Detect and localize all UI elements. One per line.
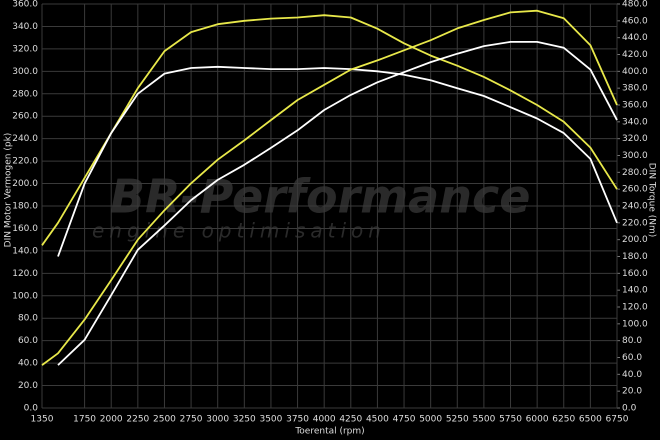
y-tick-label: 220.0 <box>12 157 38 167</box>
y2-tick-label: 200.0 <box>622 235 648 245</box>
series-line <box>41 9 618 366</box>
y2-tick-label: 140.0 <box>622 286 648 296</box>
y2-tick-label: 0.0 <box>622 404 637 414</box>
y-tick-label: 100.0 <box>12 291 38 301</box>
y2-tick-label: 160.0 <box>622 269 648 279</box>
x-tick-label: 4500 <box>366 415 389 425</box>
y-tick-label: 60.0 <box>18 336 38 346</box>
x-tick-label: 6750 <box>606 415 629 425</box>
y2-tick-label: 240.0 <box>622 202 648 212</box>
y2-tick-label: 360.0 <box>622 101 648 111</box>
x-tick-label: 4750 <box>393 415 416 425</box>
y2-tick-label: 80.0 <box>622 336 642 346</box>
x-tick-label: 5500 <box>472 415 495 425</box>
watermark-title: BR-Performance <box>110 170 530 224</box>
watermark-subtitle: engine optimisation <box>92 219 386 243</box>
y2-tick-label: 180.0 <box>622 252 648 262</box>
y2-tick-label: 440.0 <box>622 33 648 43</box>
x-axis-label: Toerental (rpm) <box>294 427 364 437</box>
series-line <box>57 41 618 366</box>
x-tick-label: 5750 <box>499 415 522 425</box>
y-tick-label: 280.0 <box>12 89 38 99</box>
series-line <box>41 14 618 246</box>
series-line <box>57 65 618 257</box>
x-tick-label: 6000 <box>526 415 549 425</box>
x-tick-label: 3000 <box>206 415 229 425</box>
y2-tick-label: 260.0 <box>622 185 648 195</box>
y-tick-label: 200.0 <box>12 179 38 189</box>
y-tick-label: 320.0 <box>12 44 38 54</box>
y2-tick-label: 220.0 <box>622 218 648 228</box>
y2-tick-label: 300.0 <box>622 151 648 161</box>
y-tick-label: 160.0 <box>12 224 38 234</box>
y2-tick-label: 340.0 <box>622 117 648 127</box>
x-tick-label: 1750 <box>73 415 96 425</box>
x-tick-label: 2000 <box>100 415 123 425</box>
y2-tick-label: 380.0 <box>622 84 648 94</box>
y2-tick-label: 100.0 <box>622 319 648 329</box>
y2-tick-label: 480.0 <box>622 0 648 10</box>
x-tick-label: 5000 <box>419 415 442 425</box>
x-tick-label: 6500 <box>579 415 602 425</box>
x-tick-label: 4000 <box>313 415 336 425</box>
y2-axis-label: DIN Torque (Nm) <box>647 163 657 238</box>
y2-tick-label: 280.0 <box>622 168 648 178</box>
x-tick-label: 1350 <box>31 415 54 425</box>
y-tick-label: 40.0 <box>18 359 38 369</box>
y-tick-label: 240.0 <box>12 134 38 144</box>
y2-tick-label: 400.0 <box>622 67 648 77</box>
y-tick-label: 360.0 <box>12 0 38 10</box>
y-tick-label: 0.0 <box>24 404 39 414</box>
x-tick-label: 2250 <box>126 415 149 425</box>
x-tick-label: 3750 <box>286 415 309 425</box>
y-tick-label: 20.0 <box>18 381 38 391</box>
y-tick-label: 120.0 <box>12 269 38 279</box>
y2-tick-label: 40.0 <box>622 370 642 380</box>
x-tick-label: 4250 <box>339 415 362 425</box>
y2-tick-label: 320.0 <box>622 134 648 144</box>
x-tick-label: 2750 <box>180 415 203 425</box>
y-tick-label: 180.0 <box>12 202 38 212</box>
y-tick-label: 340.0 <box>12 22 38 32</box>
y2-tick-label: 60.0 <box>622 353 642 363</box>
x-tick-label: 3500 <box>259 415 282 425</box>
x-tick-label: 5250 <box>446 415 469 425</box>
y2-tick-label: 460.0 <box>622 16 648 26</box>
y-axis-label: DIN Motor Vermogen (pk) <box>4 133 14 248</box>
x-tick-label: 6250 <box>552 415 575 425</box>
y-tick-label: 80.0 <box>18 314 38 324</box>
y-tick-label: 260.0 <box>12 112 38 122</box>
y2-tick-label: 420.0 <box>622 50 648 60</box>
x-tick-label: 2500 <box>153 415 176 425</box>
x-tick-label: 3250 <box>233 415 256 425</box>
y2-tick-label: 120.0 <box>622 303 648 313</box>
y-tick-label: 140.0 <box>12 246 38 256</box>
y2-tick-label: 20.0 <box>622 387 642 397</box>
y-tick-label: 300.0 <box>12 67 38 77</box>
